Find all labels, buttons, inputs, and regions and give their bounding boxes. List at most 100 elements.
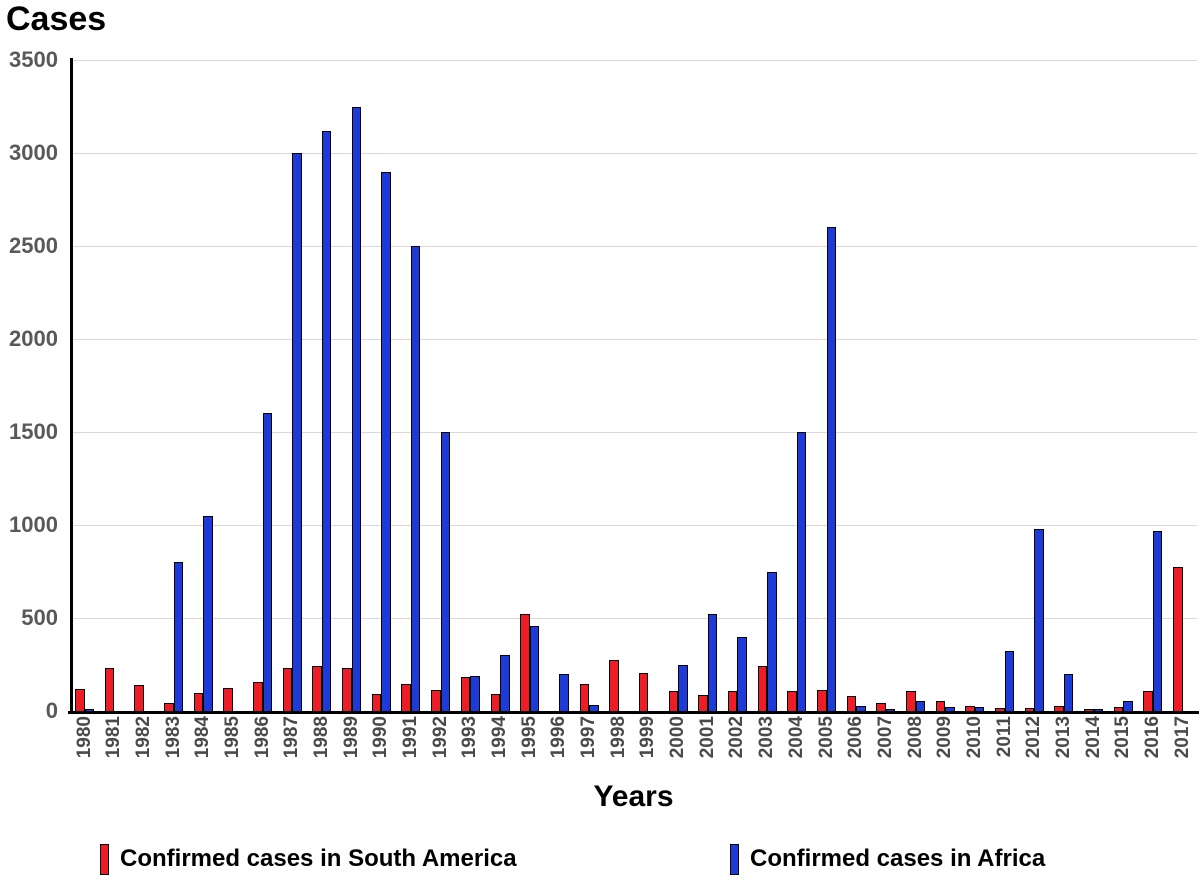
bar-south-america-1990 bbox=[371, 694, 382, 711]
bar-south-america-2002 bbox=[727, 691, 738, 711]
bar-africa-2016 bbox=[1152, 530, 1163, 711]
x-axis-tick-label-1984: 1984 bbox=[192, 716, 214, 759]
bar-south-america-2015 bbox=[1113, 707, 1124, 711]
bar-south-america-2016 bbox=[1143, 691, 1153, 711]
bar-africa-2014 bbox=[1093, 709, 1104, 711]
x-axis-tick-label-2009: 2009 bbox=[934, 716, 956, 759]
legend-swatch-south-america bbox=[100, 843, 109, 875]
bar-south-america-2003 bbox=[757, 666, 768, 711]
bar-africa-1996 bbox=[559, 673, 569, 711]
x-axis-tick-label-1980: 1980 bbox=[73, 716, 95, 759]
bar-south-america-1993 bbox=[460, 676, 471, 711]
x-axis-tick-label-1997: 1997 bbox=[578, 716, 600, 759]
plot-area bbox=[68, 58, 1199, 714]
bar-africa-2005 bbox=[826, 227, 836, 711]
bar-africa-1987 bbox=[292, 153, 302, 711]
y-axis-title: Cases bbox=[6, 0, 107, 38]
bar-africa-1984 bbox=[203, 515, 213, 711]
x-axis-tick-label-2008: 2008 bbox=[904, 716, 926, 759]
bar-south-america-1982 bbox=[134, 684, 144, 711]
bar-africa-1994 bbox=[500, 655, 510, 711]
x-axis-tick-label-2013: 2013 bbox=[1052, 716, 1074, 759]
gridline-2000 bbox=[73, 338, 1197, 340]
bar-africa-1980 bbox=[84, 709, 94, 711]
x-axis-tick-label-1996: 1996 bbox=[548, 716, 570, 759]
bar-africa-1992 bbox=[440, 432, 451, 711]
legend-item-south-america: Confirmed cases in South America bbox=[100, 841, 517, 877]
bar-south-america-1998 bbox=[609, 659, 619, 711]
bar-south-america-2010 bbox=[965, 706, 975, 711]
bar-south-america-1991 bbox=[401, 684, 411, 711]
legend-label-south-america: Confirmed cases in South America bbox=[120, 845, 517, 872]
bar-africa-1983 bbox=[173, 562, 184, 711]
bar-africa-2002 bbox=[737, 636, 747, 711]
bar-africa-2012 bbox=[1034, 528, 1044, 711]
bar-south-america-1985 bbox=[223, 687, 233, 711]
gridline-2500 bbox=[73, 245, 1197, 247]
x-axis-tick-label-1998: 1998 bbox=[607, 716, 629, 759]
y-axis-tick-label-2500: 2500 bbox=[9, 233, 58, 258]
legend-label-africa: Confirmed cases in Africa bbox=[750, 845, 1046, 872]
x-axis-tick-label-1989: 1989 bbox=[340, 716, 362, 759]
x-axis-line bbox=[68, 711, 1199, 714]
bar-south-america-2013 bbox=[1054, 706, 1064, 711]
bar-south-america-1984 bbox=[193, 693, 204, 711]
bar-south-america-2014 bbox=[1084, 709, 1094, 711]
y-axis-tick-label-500: 500 bbox=[21, 605, 58, 630]
x-axis-tick-label-1982: 1982 bbox=[132, 716, 154, 759]
gridline-1000 bbox=[73, 524, 1197, 526]
x-axis-tick-label-2003: 2003 bbox=[756, 716, 778, 759]
bar-africa-2007 bbox=[885, 709, 896, 711]
x-axis-tick-label-2011: 2011 bbox=[993, 716, 1015, 758]
x-axis-tick-label-1987: 1987 bbox=[281, 716, 303, 759]
x-axis-tick-label-1994: 1994 bbox=[489, 716, 511, 759]
y-axis-tick-label-3500: 3500 bbox=[9, 47, 58, 72]
x-axis-tick-label-1981: 1981 bbox=[103, 716, 125, 759]
bar-africa-2013 bbox=[1063, 673, 1074, 711]
x-axis-tick-label-2010: 2010 bbox=[963, 716, 985, 759]
gridline-3000 bbox=[73, 152, 1197, 154]
x-axis-tick-label-2016: 2016 bbox=[1141, 716, 1163, 759]
legend-swatch-africa bbox=[730, 843, 739, 875]
bar-africa-2001 bbox=[707, 614, 718, 711]
x-axis-tick-label-2017: 2017 bbox=[1171, 716, 1193, 759]
bar-africa-1989 bbox=[351, 106, 362, 711]
y-axis-line bbox=[70, 58, 73, 713]
x-axis-title: Years bbox=[593, 780, 674, 813]
bar-south-america-2011 bbox=[995, 708, 1005, 711]
bar-africa-1986 bbox=[262, 413, 273, 711]
bar-south-america-2007 bbox=[876, 702, 886, 711]
x-axis-tick-label-2014: 2014 bbox=[1082, 716, 1104, 759]
bar-africa-1997 bbox=[589, 704, 599, 711]
bar-africa-2000 bbox=[678, 664, 688, 711]
bar-africa-2008 bbox=[915, 700, 926, 711]
y-axis-tick-label-2000: 2000 bbox=[9, 326, 58, 351]
bar-africa-2010 bbox=[974, 707, 985, 711]
bar-south-america-2001 bbox=[698, 695, 708, 711]
x-axis-tick-label-2012: 2012 bbox=[1023, 716, 1045, 759]
bar-africa-1991 bbox=[410, 246, 421, 711]
y-axis-tick-label-3000: 3000 bbox=[9, 140, 58, 165]
x-axis-tick-label-1995: 1995 bbox=[518, 716, 540, 759]
bar-south-america-1992 bbox=[431, 689, 441, 711]
bar-africa-1993 bbox=[470, 675, 480, 711]
bar-south-america-1987 bbox=[282, 668, 293, 711]
bar-south-america-1995 bbox=[520, 614, 530, 711]
bar-south-america-2004 bbox=[787, 690, 797, 711]
bar-south-america-1989 bbox=[342, 668, 352, 711]
x-axis-tick-label-1986: 1986 bbox=[251, 716, 273, 759]
bar-africa-2009 bbox=[945, 707, 955, 711]
bar-africa-1988 bbox=[321, 130, 332, 711]
bar-south-america-1988 bbox=[312, 666, 322, 711]
bar-south-america-1994 bbox=[490, 694, 501, 711]
bar-south-america-2000 bbox=[668, 691, 679, 711]
bar-south-america-2008 bbox=[906, 691, 916, 711]
bar-south-america-1981 bbox=[104, 668, 115, 711]
bar-africa-1990 bbox=[381, 171, 391, 711]
y-axis-tick-label-1500: 1500 bbox=[9, 419, 58, 444]
bar-south-america-1986 bbox=[253, 682, 263, 711]
bar-africa-2004 bbox=[796, 432, 807, 711]
bar-africa-2011 bbox=[1004, 651, 1015, 711]
bar-south-america-1999 bbox=[638, 672, 649, 711]
